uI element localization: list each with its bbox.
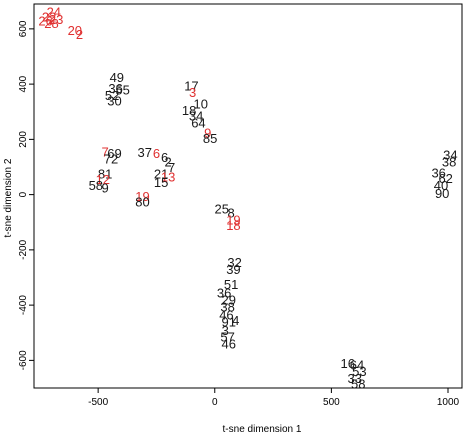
point-label: 39 xyxy=(226,262,240,277)
point-label: 37 xyxy=(138,145,152,160)
point-label: 18 xyxy=(226,218,240,233)
x-axis-title: t-sne dimension 1 xyxy=(223,424,302,435)
point-label: 19 xyxy=(135,189,149,204)
point-label: 34 xyxy=(443,147,457,162)
y-axis-title: t-sne dimension 2 xyxy=(3,158,14,237)
point-label: 85 xyxy=(203,131,217,146)
point-label: 81 xyxy=(98,167,112,182)
point-label: 3 xyxy=(189,85,196,100)
point-label: 40 xyxy=(434,178,448,193)
point-label: 46 xyxy=(219,308,233,323)
point-label: 23 xyxy=(49,12,63,27)
point-label: 30 xyxy=(107,94,121,109)
y-tick-label: 400 xyxy=(18,75,29,92)
point-label: 91 xyxy=(222,315,236,330)
point-label: 18 xyxy=(182,103,196,118)
point-label: 10 xyxy=(194,96,208,111)
point-label: 36 xyxy=(108,81,122,96)
point-label: 8 xyxy=(227,205,234,220)
y-tick-label: 200 xyxy=(18,131,29,148)
point-label: 7 xyxy=(168,160,175,175)
point-label: 38 xyxy=(442,154,456,169)
point-label: 32 xyxy=(227,255,241,270)
y-tick-label: -400 xyxy=(18,295,29,315)
y-tick-label: -200 xyxy=(18,239,29,259)
point-label: 3 xyxy=(222,323,229,338)
point-label: 4 xyxy=(232,313,239,328)
x-tick-label: 1000 xyxy=(437,397,460,408)
point-label: 58 xyxy=(89,178,103,193)
axes: -500 0 500 1000 -600 -400 -200 0 200 400 600 xyxy=(18,3,463,408)
point-label: 80 xyxy=(135,194,149,209)
point-label: 36 xyxy=(431,165,445,180)
point-label: 36 xyxy=(217,286,231,301)
point-label: 26 xyxy=(38,13,52,28)
point-label: 13 xyxy=(161,169,175,184)
point-label: 46 xyxy=(222,337,236,352)
point-label: 69 xyxy=(107,146,121,161)
point-label: 17 xyxy=(184,78,198,93)
point-label: 15 xyxy=(154,175,168,190)
point-label: 62 xyxy=(438,171,452,186)
point-label: 12 xyxy=(96,172,110,187)
point-label: 52 xyxy=(105,88,119,103)
y-tick-label: 600 xyxy=(18,20,29,37)
point-label: 9 xyxy=(204,125,211,140)
x-tick-label: 500 xyxy=(323,397,340,408)
point-label: 2 xyxy=(164,154,171,169)
point-label: 6 xyxy=(153,146,160,161)
point-label: 28 xyxy=(44,16,58,31)
point-label: 72 xyxy=(104,152,118,167)
x-tick-label: 0 xyxy=(212,397,218,408)
point-label: 64 xyxy=(350,357,364,372)
y-tick-label: -600 xyxy=(18,350,29,370)
point-label: 25 xyxy=(215,201,229,216)
point-label: 53 xyxy=(352,364,366,379)
point-label: 2 xyxy=(76,27,83,42)
point-label: 58 xyxy=(351,377,365,392)
point-label: 34 xyxy=(189,109,203,124)
x-tick-label: -500 xyxy=(88,397,108,408)
point-label: 33 xyxy=(347,371,361,386)
point-label: 16 xyxy=(340,356,354,371)
point-label: 6 xyxy=(161,150,168,165)
point-label: 90 xyxy=(435,186,449,201)
point-label: 24 xyxy=(47,4,61,19)
point-label: 51 xyxy=(224,277,238,292)
point-label: 55 xyxy=(115,82,129,97)
point-label: 7 xyxy=(102,145,109,160)
plot-frame xyxy=(33,3,463,389)
point-label: 57 xyxy=(220,330,234,345)
point-label: 19 xyxy=(226,212,240,227)
point-label: 22 xyxy=(42,9,56,24)
plot-area: 2422232826202493655523017310183464985769… xyxy=(38,4,457,391)
point-label: 64 xyxy=(191,116,205,131)
point-label: 20 xyxy=(68,23,82,38)
point-label: 21 xyxy=(154,167,168,182)
y-tick-label: 0 xyxy=(18,191,29,197)
point-label: 38 xyxy=(220,299,234,314)
point-label: 29 xyxy=(222,292,236,307)
point-label: 49 xyxy=(110,70,124,85)
point-label: 9 xyxy=(102,181,109,196)
